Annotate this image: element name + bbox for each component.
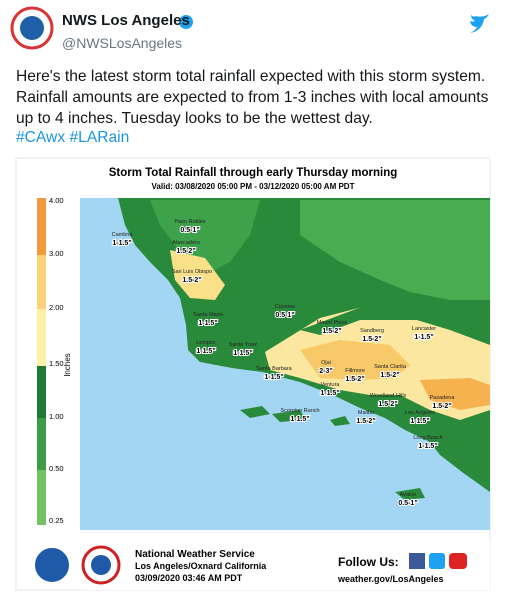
colorbar-segment xyxy=(37,366,46,418)
place-name: Santa Clarita xyxy=(374,364,407,370)
place-amount: 1.5-2" xyxy=(182,277,201,284)
place-amount: 2-3" xyxy=(319,368,332,375)
place-name: Cambria xyxy=(112,232,134,238)
display-name[interactable]: NWS Los Angeles xyxy=(62,12,190,29)
verified-badge xyxy=(179,15,193,29)
place-amount: 1-1.5" xyxy=(414,334,433,341)
rain-2-3 xyxy=(420,378,490,410)
youtube-icon xyxy=(449,553,467,569)
place-amount: 1-1.5" xyxy=(196,348,215,355)
islands xyxy=(240,406,425,500)
place-amount: 1-1.5" xyxy=(290,416,309,423)
place-amount: 1.5-2" xyxy=(362,336,381,343)
place-name: San Luis Obispo xyxy=(172,269,212,275)
place-amount: 1-1.5" xyxy=(112,240,131,247)
place-amount: 1.5-2" xyxy=(322,328,341,335)
colorbar-label: 4.00 xyxy=(49,196,64,205)
place-amount: 1-1.5" xyxy=(410,418,429,425)
place-name: Ojai xyxy=(321,360,331,366)
place-name: Cuyama xyxy=(275,304,296,310)
attached-image[interactable]: Storm Total Rainfall through early Thurs… xyxy=(15,157,491,591)
place-amount: 1-1.5" xyxy=(233,350,252,357)
place-name: Sandberg xyxy=(360,328,384,334)
place-amount: 1-1.5" xyxy=(198,320,217,327)
nws-logo-inner xyxy=(91,555,111,575)
place-name: Santa Barbara xyxy=(256,366,292,372)
place-amount: 1.5-2" xyxy=(345,376,364,383)
hashtag[interactable]: #LARain xyxy=(69,129,130,146)
noaa-logo xyxy=(33,546,71,584)
follow-label: Follow Us: xyxy=(338,555,399,569)
place-name: Atascadero xyxy=(172,240,200,246)
place-name: Ventura xyxy=(321,382,341,388)
place-name: Mount Pinos xyxy=(317,320,348,326)
place-amount: 1.5-2" xyxy=(380,372,399,379)
place-name: Scorpion Ranch xyxy=(280,408,319,414)
place-name: Paso Robles xyxy=(174,219,205,225)
place-amount: 0.5-1" xyxy=(275,312,294,319)
avatar-inner xyxy=(20,16,44,40)
footer-office: Los Angeles/Oxnard California xyxy=(135,561,267,571)
place-name: Lancaster xyxy=(412,326,436,332)
footer-url: weather.gov/LosAngeles xyxy=(337,574,444,584)
hashtag[interactable]: #CAwx xyxy=(16,129,66,146)
land xyxy=(300,300,430,335)
place-amount: 0.5-1" xyxy=(180,227,199,234)
place-name: Santa Maria xyxy=(193,312,224,318)
footer-org: National Weather Service xyxy=(135,549,255,560)
place-name: Malibu xyxy=(358,410,374,416)
twitter-logo[interactable] xyxy=(470,14,489,33)
handle[interactable]: @NWSLosAngeles xyxy=(62,35,183,51)
colorbar-segment xyxy=(37,470,46,525)
place-name: Los Angeles xyxy=(405,410,435,416)
place-amount: 1.5-2" xyxy=(378,401,397,408)
land-light xyxy=(300,200,490,300)
place-name: Lompoc xyxy=(196,340,216,346)
hashtags: #CAwx #LARain xyxy=(16,129,129,147)
facebook-icon xyxy=(409,553,425,569)
colorbar-segment xyxy=(37,309,46,366)
tweet-text: Here's the latest storm total rainfall e… xyxy=(16,68,489,127)
footer-issued: 03/09/2020 03:46 AM PDT xyxy=(135,573,243,583)
colorbar-label: 0.25 xyxy=(49,516,64,525)
place-amount: 1-1.5" xyxy=(264,374,283,381)
colorbar-label: 2.00 xyxy=(49,303,64,312)
place-amount: 1.5-2" xyxy=(176,248,195,255)
colorbar-label: 0.50 xyxy=(49,464,64,473)
place-amount: 1-1.5" xyxy=(418,443,437,450)
place-name: Fillmore xyxy=(345,368,365,374)
colorbar-title: Inches xyxy=(63,353,72,377)
map-subtitle: Valid: 03/08/2020 05:00 PM - 03/12/2020 … xyxy=(152,182,355,191)
colorbar-label: 1.50 xyxy=(49,359,64,368)
map-title: Storm Total Rainfall through early Thurs… xyxy=(109,167,398,179)
place-name: Woodland Hills xyxy=(370,393,407,399)
place-amount: 1.5-2" xyxy=(432,403,451,410)
colorbar-label: 3.00 xyxy=(49,249,64,258)
place-name: Santa Ynez xyxy=(229,342,258,348)
colorbar-segment xyxy=(37,198,46,255)
place-name: Avalon xyxy=(400,492,417,498)
land-light xyxy=(150,200,260,275)
colorbar-segment xyxy=(37,255,46,309)
place-name: Long Beach xyxy=(413,435,442,441)
colorbar-label: 1.00 xyxy=(49,412,64,421)
place-amount: 1-1.5" xyxy=(320,390,339,397)
twitter-icon xyxy=(429,553,445,569)
place-name: Pasadena xyxy=(430,395,456,401)
rain-2-3 xyxy=(300,340,410,380)
colorbar-segment xyxy=(37,418,46,470)
place-amount: 0.5-1" xyxy=(398,500,417,507)
place-amount: 1.5-2" xyxy=(356,418,375,425)
rain-1-5-2 xyxy=(170,250,225,300)
